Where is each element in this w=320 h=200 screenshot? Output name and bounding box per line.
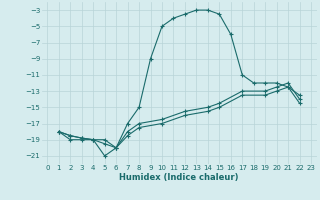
X-axis label: Humidex (Indice chaleur): Humidex (Indice chaleur) [119,173,239,182]
